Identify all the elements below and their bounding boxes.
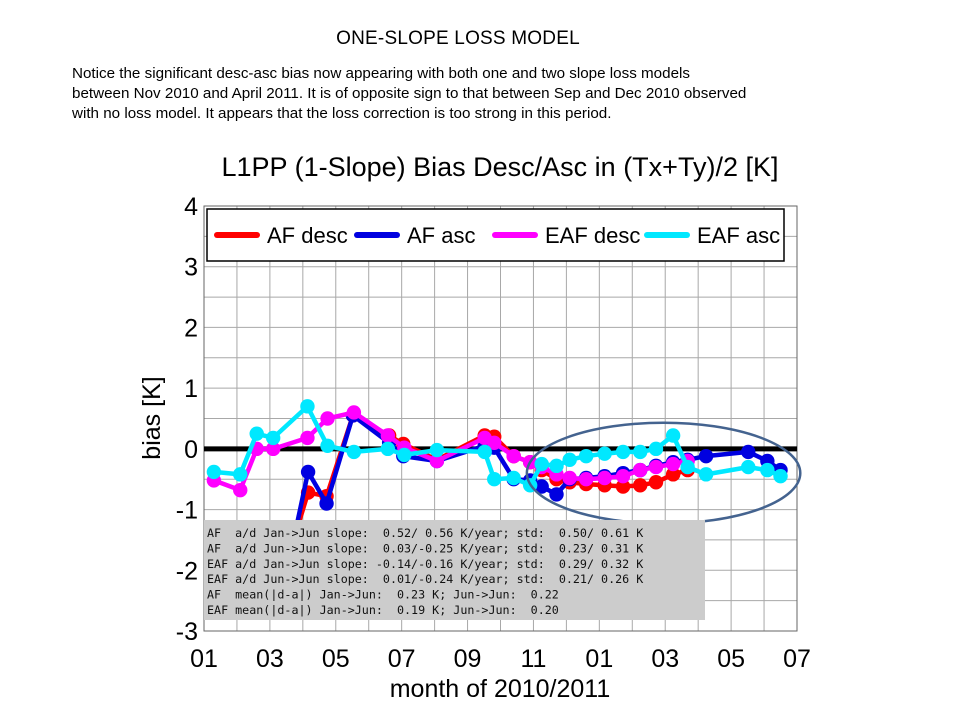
stats-line: EAF a/d Jan->Jun slope: -0.14/-0.16 K/ye… [207, 557, 643, 571]
x-tick-label: 03 [651, 645, 679, 673]
slide-title: ONE-SLOPE LOSS MODEL [336, 28, 580, 49]
tick-labels: 01 03 05 07 09 11 01 03 05 07 4 3 2 1 0 -1 -2 -3 [176, 193, 811, 673]
data-point-series-2 [534, 479, 549, 494]
data-point-series-4 [477, 444, 492, 460]
data-point-series-4 [380, 441, 396, 457]
stats-line: AF a/d Jan->Jun slope: 0.52/ 0.56 K/year… [207, 526, 643, 540]
data-point-series-2 [741, 444, 756, 460]
data-point-series-3 [665, 456, 681, 472]
data-point-series-4 [680, 459, 695, 475]
data-point-series-4 [300, 399, 315, 414]
y-tick-label: 0 [184, 436, 198, 464]
x-tick-label: 01 [585, 645, 613, 673]
stats-line: EAF mean(|d-a|) Jan->Jun: 0.19 K; Jun->J… [207, 603, 559, 617]
chart-title: L1PP (1-Slope) Bias Desc/Asc in (Tx+Ty)/… [222, 152, 779, 182]
data-point-series-1 [632, 478, 648, 493]
stats-line: EAF a/d Jun->Jun slope: 0.01/-0.24 K/yea… [207, 572, 643, 586]
data-point-series-3 [578, 472, 594, 487]
notes-line-2: between Nov 2010 and April 2011. It is o… [72, 85, 747, 102]
data-point-series-4 [549, 458, 564, 474]
stats-line: AF a/d Jun->Jun slope: 0.03/-0.25 K/year… [207, 541, 643, 555]
data-point-series-4 [562, 452, 577, 467]
legend-label: EAF asc [697, 223, 780, 248]
x-tick-label: 11 [520, 645, 546, 673]
x-tick-label: 05 [717, 645, 745, 673]
y-tick-label: 2 [184, 314, 198, 342]
data-point-series-3 [632, 462, 648, 478]
y-tick-label: 1 [184, 375, 198, 403]
data-point-series-4 [320, 438, 335, 454]
data-point-series-4 [206, 464, 222, 480]
data-point-series-3 [615, 468, 631, 484]
x-axis-label: month of 2010/2011 [390, 675, 611, 703]
y-tick-label: -3 [176, 618, 198, 646]
stats-box-background [204, 520, 705, 620]
data-point-series-3 [380, 428, 396, 443]
x-tick-label: 05 [322, 645, 350, 673]
data-point-series-4 [760, 462, 775, 478]
data-point-series-4 [615, 444, 631, 460]
notes-line-3: with no loss model. It appears that the … [72, 105, 612, 122]
data-point-series-2 [300, 464, 316, 480]
data-point-series-3 [265, 441, 281, 457]
data-point-series-3 [300, 430, 315, 446]
notes-line-1: Notice the significant desc-asc bias now… [72, 65, 690, 82]
legend-label: AF asc [407, 223, 475, 248]
y-tick-label: 4 [184, 193, 198, 221]
y-tick-label: -2 [176, 557, 198, 585]
data-point-series-4 [487, 472, 502, 487]
legend-label: EAF desc [545, 223, 640, 248]
data-point-series-4 [773, 468, 788, 484]
data-point-series-1 [665, 467, 681, 482]
data-point-series-2 [698, 448, 714, 464]
data-point-series-4 [665, 428, 681, 443]
data-point-series-4 [233, 467, 248, 482]
x-tick-label: 07 [388, 645, 416, 673]
data-point-series-3 [320, 411, 335, 426]
series-layer [204, 399, 797, 548]
x-tick-label: 03 [256, 645, 284, 673]
y-axis-label: bias [K] [138, 376, 166, 459]
data-point-series-1 [648, 475, 664, 490]
stats-box: AF a/d Jan->Jun slope: 0.52/ 0.56 K/year… [204, 520, 705, 620]
data-point-series-3 [597, 470, 612, 486]
data-point-series-4 [506, 470, 521, 486]
data-point-series-2 [549, 487, 564, 502]
data-point-series-4 [741, 459, 756, 475]
stats-line: AF mean(|d-a|) Jan->Jun: 0.23 K; Jun->Ju… [207, 588, 559, 602]
slide-notes: Notice the significant desc-asc bias now… [72, 64, 932, 124]
data-point-series-2 [319, 496, 334, 511]
data-point-series-4 [578, 448, 594, 464]
data-point-series-1 [615, 479, 631, 494]
x-tick-label: 01 [190, 645, 218, 673]
y-tick-label: 3 [184, 254, 198, 282]
data-point-series-4 [698, 467, 714, 482]
data-point-series-4 [397, 447, 412, 463]
data-point-series-4 [249, 426, 264, 441]
data-point-series-3 [233, 482, 248, 498]
data-point-series-4 [632, 444, 648, 460]
data-point-series-4 [346, 444, 362, 460]
legend: AF desc AF asc EAF desc EAF asc [206, 208, 785, 262]
data-point-series-4 [534, 456, 549, 472]
y-tick-label: -1 [176, 497, 198, 525]
data-point-series-4 [597, 446, 612, 461]
data-point-series-3 [487, 435, 502, 450]
data-point-series-3 [562, 470, 577, 486]
data-point-series-3 [648, 459, 664, 475]
series-line-4 [213, 404, 782, 488]
data-point-series-4 [648, 441, 664, 457]
data-point-series-3 [506, 448, 521, 464]
data-point-series-3 [429, 453, 445, 469]
plot-frame [203, 205, 798, 632]
data-point-series-4 [429, 442, 445, 458]
legend-label: AF desc [267, 223, 348, 248]
x-tick-label: 07 [783, 645, 811, 673]
x-tick-label: 09 [454, 645, 482, 673]
data-point-series-4 [265, 430, 281, 446]
data-point-series-3 [346, 405, 362, 420]
